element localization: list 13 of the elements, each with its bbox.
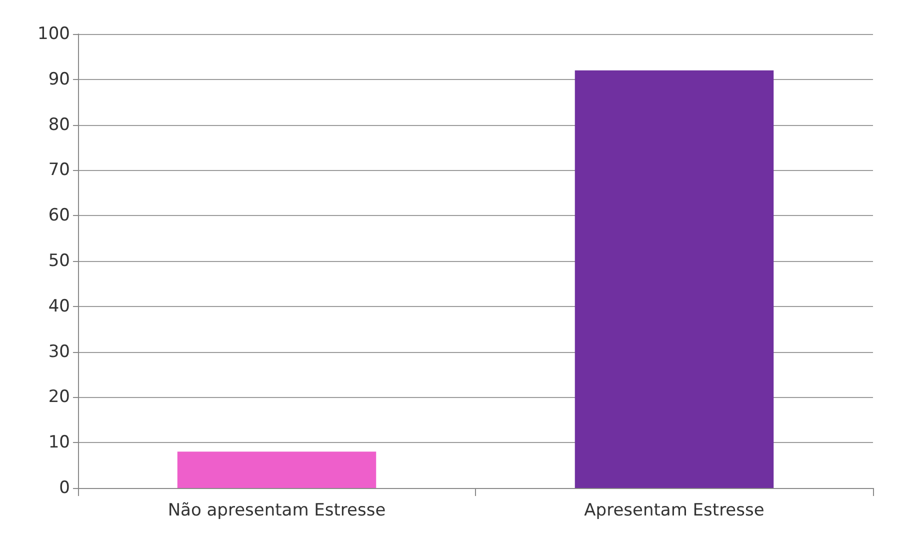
- y-tick-label: 50: [48, 251, 70, 271]
- y-tick-label: 100: [38, 24, 70, 44]
- y-tick-label: 40: [48, 296, 70, 316]
- x-tick-label: Não apresentam Estresse: [168, 500, 386, 520]
- x-tick-label: Apresentam Estresse: [584, 500, 764, 520]
- y-tick-label: 20: [48, 387, 70, 408]
- y-tick-label: 70: [48, 160, 70, 180]
- y-tick-label: 10: [48, 432, 70, 453]
- y-tick-label: 90: [48, 69, 70, 90]
- y-tick-label: 80: [48, 114, 70, 135]
- y-tick-label: 60: [48, 206, 70, 226]
- y-tick-label: 30: [48, 342, 70, 362]
- y-tick-label: 0: [59, 478, 70, 498]
